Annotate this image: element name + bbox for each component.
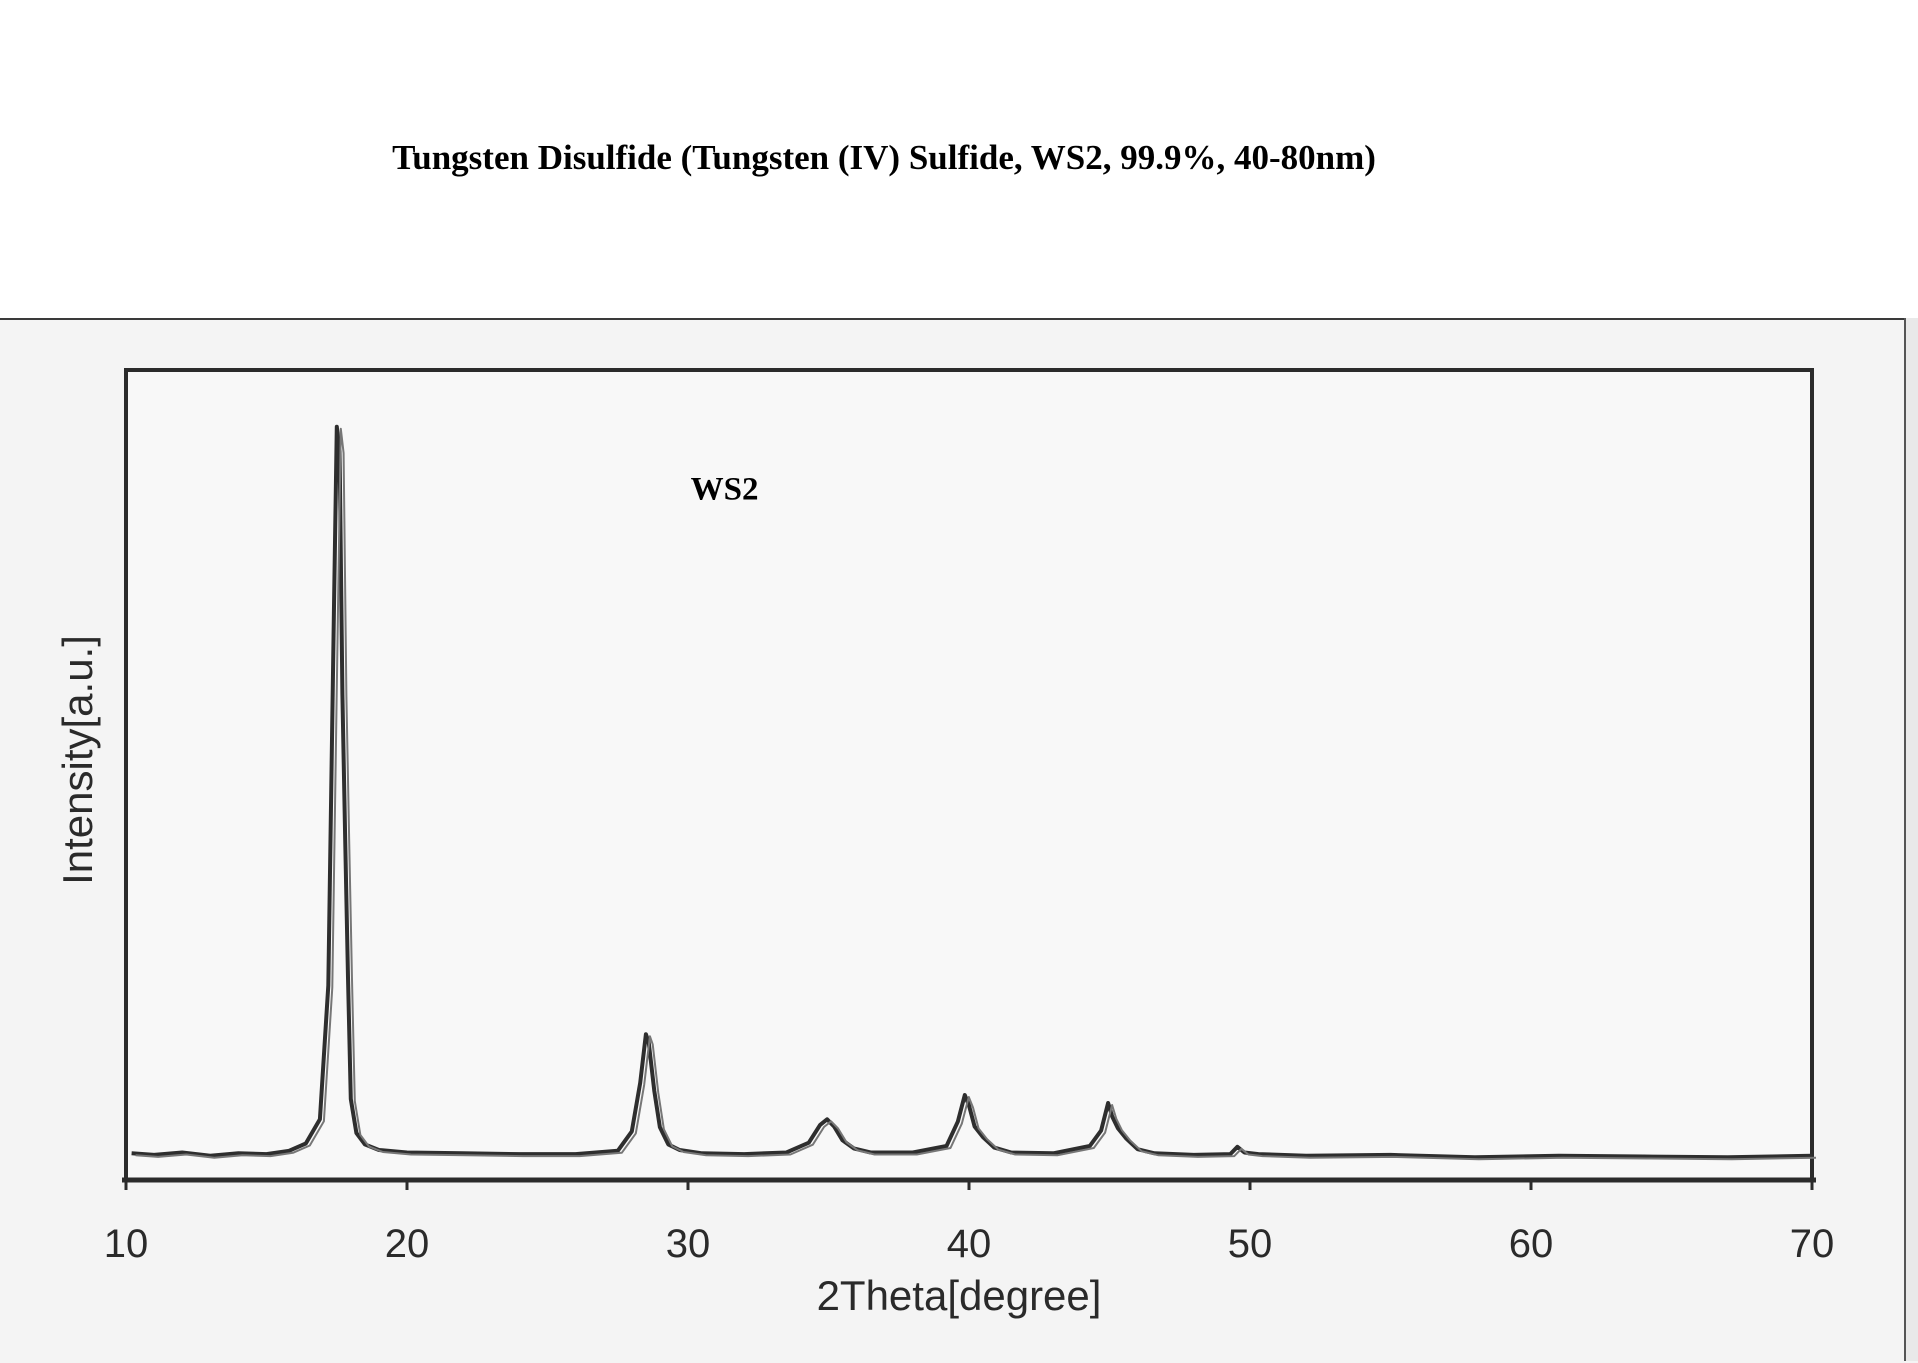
annotation-1: WS2 xyxy=(691,472,759,508)
x-tick-label-60: 60 xyxy=(1509,1222,1554,1266)
x-tick-label-40: 40 xyxy=(947,1222,992,1266)
x-tick-label-50: 50 xyxy=(1228,1222,1273,1266)
x-tick-label-30: 30 xyxy=(666,1222,711,1266)
x-tick-label-10: 10 xyxy=(104,1222,149,1266)
x-tick-label-70: 70 xyxy=(1790,1222,1835,1266)
scanned-sheet-edge xyxy=(1904,318,1918,1361)
x-tick-label-20: 20 xyxy=(385,1222,430,1266)
y-axis-label: Intensity[a.u.] xyxy=(54,635,101,885)
series-line-1-shadow xyxy=(135,427,1817,1161)
plot-frame xyxy=(124,368,1814,1182)
page-title: Tungsten Disulfide (Tungsten (IV) Sulfid… xyxy=(392,138,1376,177)
x-axis-label: 2Theta[degree] xyxy=(817,1272,1102,1319)
